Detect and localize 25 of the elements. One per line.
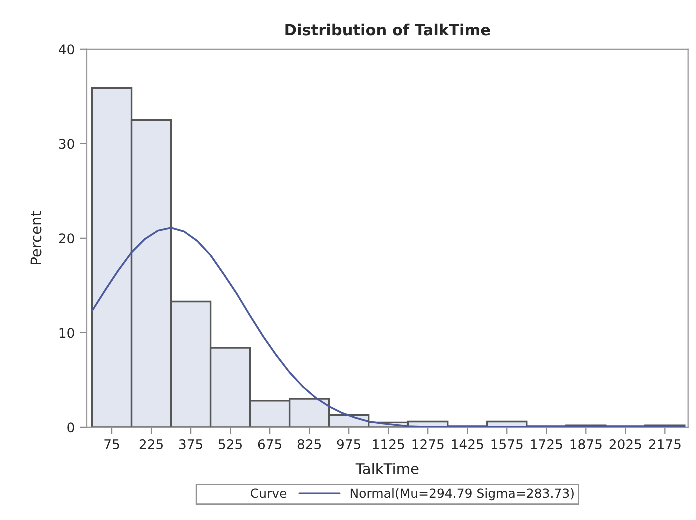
x-tick-label: 75 [104, 440, 120, 450]
x-tick-label: 1875 [570, 439, 602, 450]
x-tick-label: 375 [179, 439, 202, 450]
x-tick-label: 825 [298, 439, 322, 450]
chart-title: Distribution of TalkTime [286, 24, 490, 36]
legend-label: Normal(Mu=294.79 Sigma=283.73) [350, 488, 574, 501]
y-tick-label: 30 [59, 139, 74, 150]
x-tick-label: 975 [337, 439, 361, 450]
y-tick-label: 40 [59, 44, 74, 55]
y-tick-label: 10 [60, 328, 74, 338]
x-tick-label: 2025 [610, 439, 642, 450]
x-tick-label: 1575 [492, 440, 523, 450]
x-tick-label: 1275 [412, 439, 444, 450]
x-tick-label: 225 [140, 439, 163, 450]
y-axis-title: Percent [30, 211, 42, 264]
x-axis-title: TalkTime [356, 463, 419, 474]
legend-title: Curve [251, 488, 287, 498]
x-tick-label: 675 [258, 439, 282, 450]
y-tick-label: 20 [59, 234, 74, 244]
x-tick-label: 1725 [531, 439, 562, 450]
x-tick-label: 525 [218, 439, 242, 450]
y-tick-label: 0 [68, 422, 74, 433]
x-tick-label: 2175 [649, 439, 681, 450]
x-tick-label: 1125 [373, 439, 404, 450]
x-tick-label: 1425 [452, 439, 484, 450]
